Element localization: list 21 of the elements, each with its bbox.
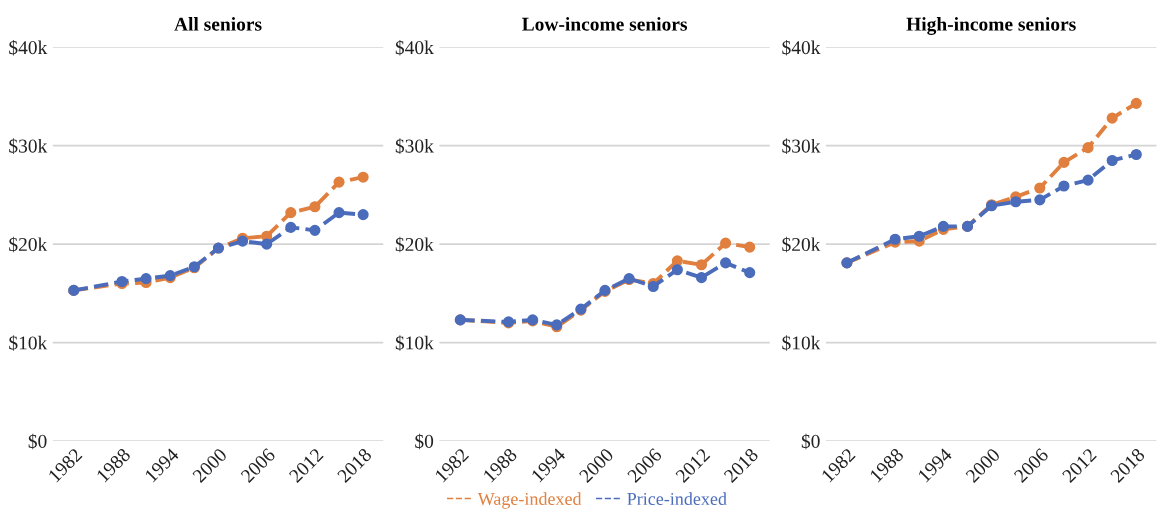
y-tick-label: $0 [415,433,434,450]
y-tick-label: $20k [9,236,48,253]
chart-title: High-income seniors [906,17,1076,35]
y-tick-label: $10k [9,335,48,351]
y-tick-label: $30k [395,138,434,154]
y-tick-label: $30k [782,138,821,154]
y-tick-label: $0 [801,433,820,450]
chart-title: All seniors [174,17,262,31]
y-tick-label: $0 [28,433,47,450]
legend-label: Wage-indexed [477,492,582,509]
y-tick-label: $20k [782,236,821,253]
x-tick-label: 1982 [47,447,83,483]
y-tick-label: $40k [9,39,48,56]
y-tick-label: $40k [782,39,821,56]
chart-title: Low-income seniors [522,17,688,31]
legend-label: Price-indexed [627,492,727,506]
y-tick-label: $30k [9,138,48,154]
y-tick-label: $20k [395,236,434,253]
y-tick-label: $40k [395,39,434,56]
y-tick-label: $10k [395,335,434,351]
y-tick-label: $10k [782,335,821,351]
